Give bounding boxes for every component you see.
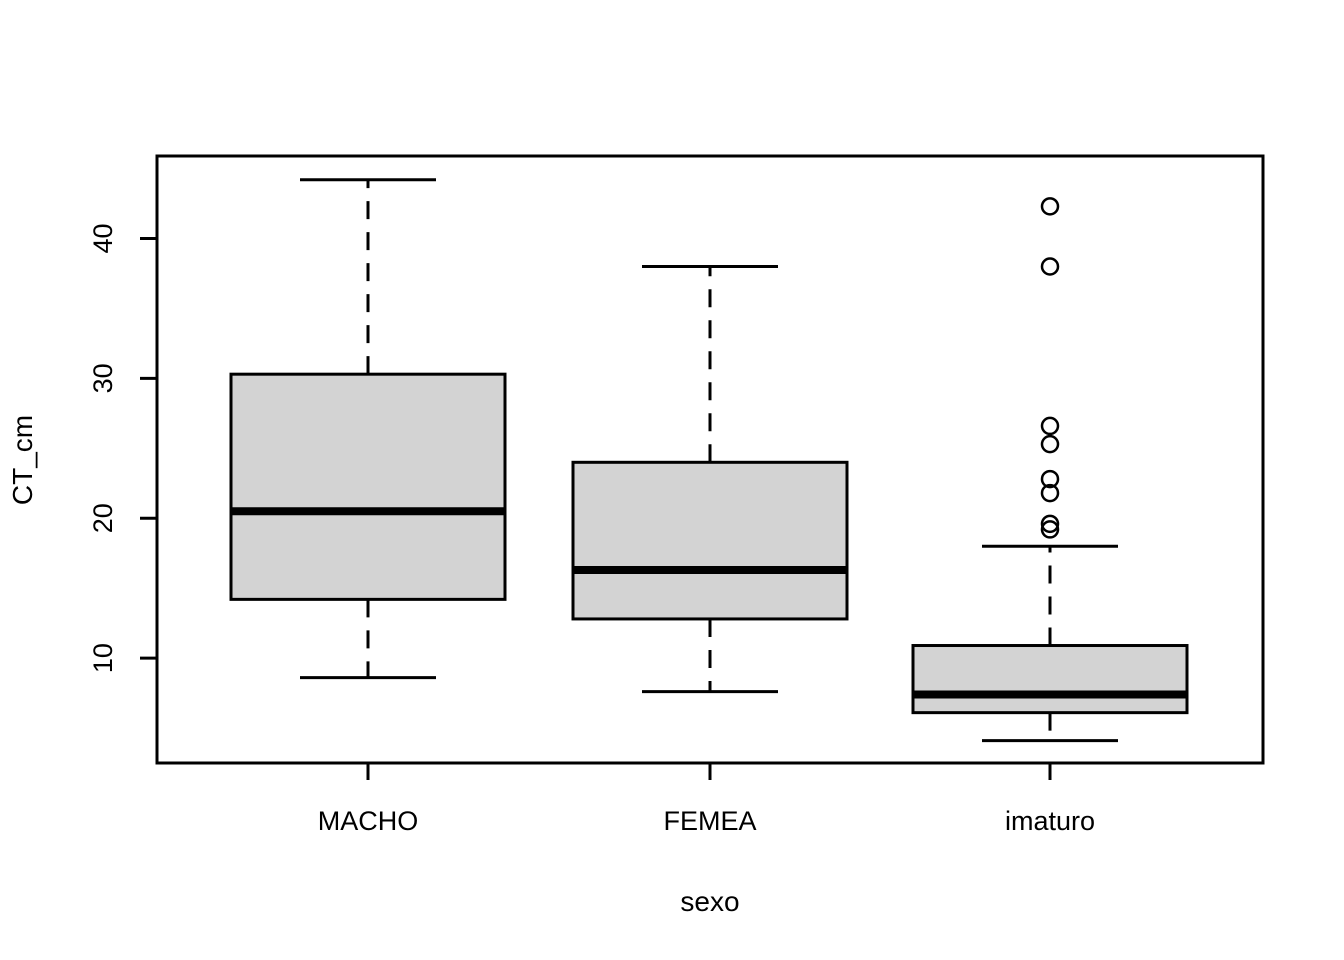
y-axis-title: CT_cm xyxy=(7,415,38,505)
category-label-FEMEA: FEMEA xyxy=(663,806,756,836)
box-FEMEA xyxy=(571,460,849,621)
outlier-point-imaturo xyxy=(1040,197,1060,216)
y-axis-tick-label: 10 xyxy=(88,643,118,673)
category-label-imaturo: imaturo xyxy=(1005,806,1095,836)
y-axis-tick-label: 40 xyxy=(88,223,118,253)
outlier-point-imaturo xyxy=(1040,514,1060,534)
x-axis-title: sexo xyxy=(680,886,739,917)
outlier-point-imaturo xyxy=(1040,469,1060,489)
box-imaturo xyxy=(911,644,1189,715)
category-label-MACHO: MACHO xyxy=(318,806,419,836)
y-axis-tick-label: 30 xyxy=(88,363,118,393)
outlier-point-imaturo xyxy=(1040,434,1060,454)
box-MACHO xyxy=(229,372,507,601)
outlier-point-imaturo xyxy=(1040,416,1060,436)
y-axis-tick-label: 20 xyxy=(88,503,118,533)
plot-frame xyxy=(155,154,1265,765)
outlier-point-imaturo xyxy=(1040,483,1060,503)
outlier-point-imaturo xyxy=(1040,257,1060,276)
outlier-point-imaturo xyxy=(1040,520,1060,539)
